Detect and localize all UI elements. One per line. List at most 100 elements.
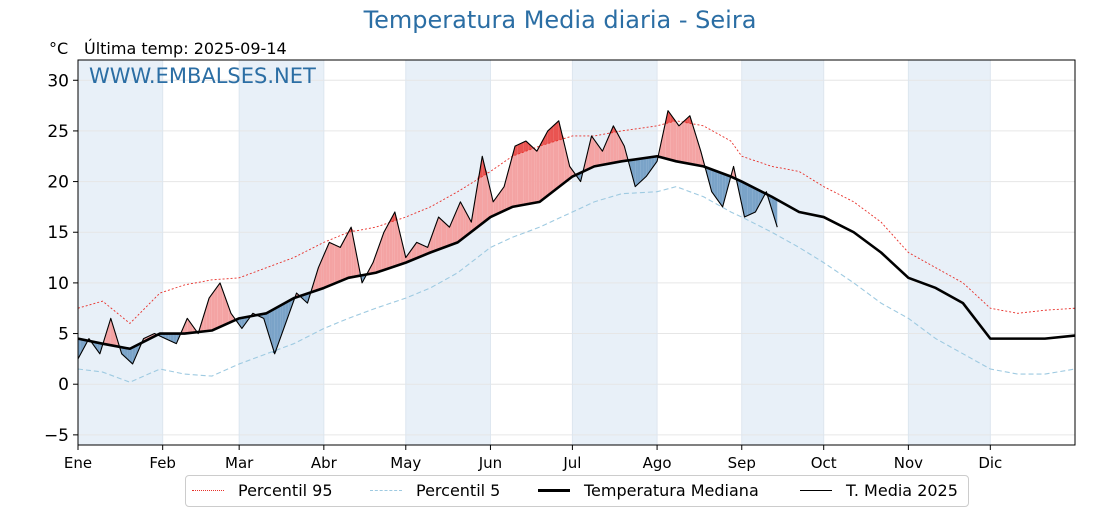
fill-below-median xyxy=(648,157,652,173)
fill-above-median xyxy=(509,156,513,209)
fill-above-p95 xyxy=(553,123,557,142)
fill-above-median xyxy=(678,123,682,163)
fill-above-median xyxy=(596,143,600,166)
fill-below-median xyxy=(124,347,128,359)
fill-above-median xyxy=(463,206,466,239)
fill-above-median xyxy=(539,141,543,202)
fill-above-median xyxy=(337,246,341,283)
fill-above-median xyxy=(318,261,322,290)
fill-above-median xyxy=(515,144,518,207)
fill-above-p95 xyxy=(545,130,548,145)
fill-below-median xyxy=(173,333,177,344)
x-tick-label: Nov xyxy=(894,454,923,472)
fill-above-median xyxy=(389,217,393,269)
fill-below-median xyxy=(269,310,272,345)
x-tick-label: Abr xyxy=(311,454,338,472)
fill-above-median xyxy=(517,143,521,206)
fill-below-median xyxy=(640,158,644,182)
fill-above-median xyxy=(687,115,690,164)
fill-above-p95 xyxy=(662,123,666,125)
fill-above-median xyxy=(446,224,450,247)
fill-above-median xyxy=(381,232,384,271)
fill-above-median xyxy=(498,190,502,214)
fill-above-median xyxy=(566,154,570,181)
fill-above-median xyxy=(618,135,622,162)
fill-above-median xyxy=(588,135,592,169)
fill-above-median xyxy=(501,186,505,212)
month-band xyxy=(78,60,163,445)
fill-above-median xyxy=(441,219,445,249)
legend-swatch-median xyxy=(538,489,570,492)
fill-above-median xyxy=(536,146,540,203)
fill-below-median xyxy=(129,347,133,364)
series-line-current xyxy=(77,110,778,365)
fill-above-median xyxy=(561,132,565,185)
fill-above-median xyxy=(474,189,477,230)
fill-above-median xyxy=(506,166,510,210)
fill-below-median xyxy=(135,344,139,358)
x-tick-label: Jun xyxy=(478,454,502,472)
fill-above-p95 xyxy=(517,143,521,155)
legend-swatch-p95 xyxy=(192,490,224,491)
y-tick-label: 30 xyxy=(47,71,69,91)
fill-below-median xyxy=(741,181,745,218)
fill-above-median xyxy=(610,125,614,164)
fill-above-median xyxy=(334,244,338,284)
fill-above-median xyxy=(599,147,603,166)
y-tick-label: 25 xyxy=(47,122,69,142)
fill-above-median xyxy=(392,211,395,268)
fill-above-median xyxy=(534,148,537,203)
series-line-p5 xyxy=(77,186,1076,383)
fill-above-median xyxy=(449,220,453,246)
unit-label: °C xyxy=(49,39,69,58)
fill-above-median xyxy=(673,118,677,162)
fill-above-median xyxy=(228,305,231,324)
month-bands xyxy=(78,60,991,445)
fill-above-median xyxy=(586,147,589,171)
fill-below-median xyxy=(752,187,756,214)
fill-above-median xyxy=(386,222,390,270)
fill-above-median xyxy=(550,125,554,194)
fill-below-median xyxy=(747,184,750,216)
fill-above-median xyxy=(222,290,226,326)
legend: Percentil 95 Percentil 5 Temperatura Med… xyxy=(185,475,969,507)
fill-below-median xyxy=(708,168,712,192)
fill-below-median xyxy=(170,333,174,343)
fill-below-median xyxy=(266,311,270,337)
fill-below-median xyxy=(271,308,275,354)
fill-below-median xyxy=(239,317,242,329)
fill-above-median xyxy=(484,167,488,222)
fill-above-median xyxy=(523,141,526,205)
fill-below-median xyxy=(637,158,641,185)
x-tick-label: Dic xyxy=(978,454,1002,472)
fill-below-median xyxy=(274,307,278,354)
fill-below-median xyxy=(78,338,81,359)
fill-below-median xyxy=(771,196,775,219)
fill-above-median xyxy=(342,237,346,281)
fill-above-median xyxy=(692,124,696,165)
fill-above-median xyxy=(209,294,212,331)
fill-above-p95 xyxy=(550,125,554,143)
legend-swatch-p5 xyxy=(370,490,402,491)
last-update-label: Última temp: 2025-09-14 xyxy=(84,39,287,58)
fill-above-median xyxy=(452,214,455,245)
legend-label-p95: Percentil 95 xyxy=(238,481,333,500)
y-tick-label: 20 xyxy=(47,173,69,193)
fill-below-median xyxy=(744,182,748,218)
x-tick-label: Jul xyxy=(562,454,581,472)
fill-above-median xyxy=(400,234,404,265)
fill-below-median xyxy=(165,333,169,340)
fill-above-p95 xyxy=(670,114,674,123)
series-lines xyxy=(77,110,1076,383)
fill-above-median xyxy=(613,125,617,163)
fill-above-median xyxy=(189,322,193,333)
fill-below-median xyxy=(288,299,292,316)
legend-label-current: T. Media 2025 xyxy=(846,481,958,500)
x-tick-label: Ago xyxy=(643,454,672,472)
legend-label-median: Temperatura Mediana xyxy=(584,481,759,500)
fill-above-median xyxy=(457,201,461,243)
fill-below-median xyxy=(280,304,283,339)
y-tick-label: 5 xyxy=(58,325,69,345)
watermark-text: WWW.EMBALSES.NET xyxy=(89,64,316,88)
fill-above-median xyxy=(394,211,398,267)
